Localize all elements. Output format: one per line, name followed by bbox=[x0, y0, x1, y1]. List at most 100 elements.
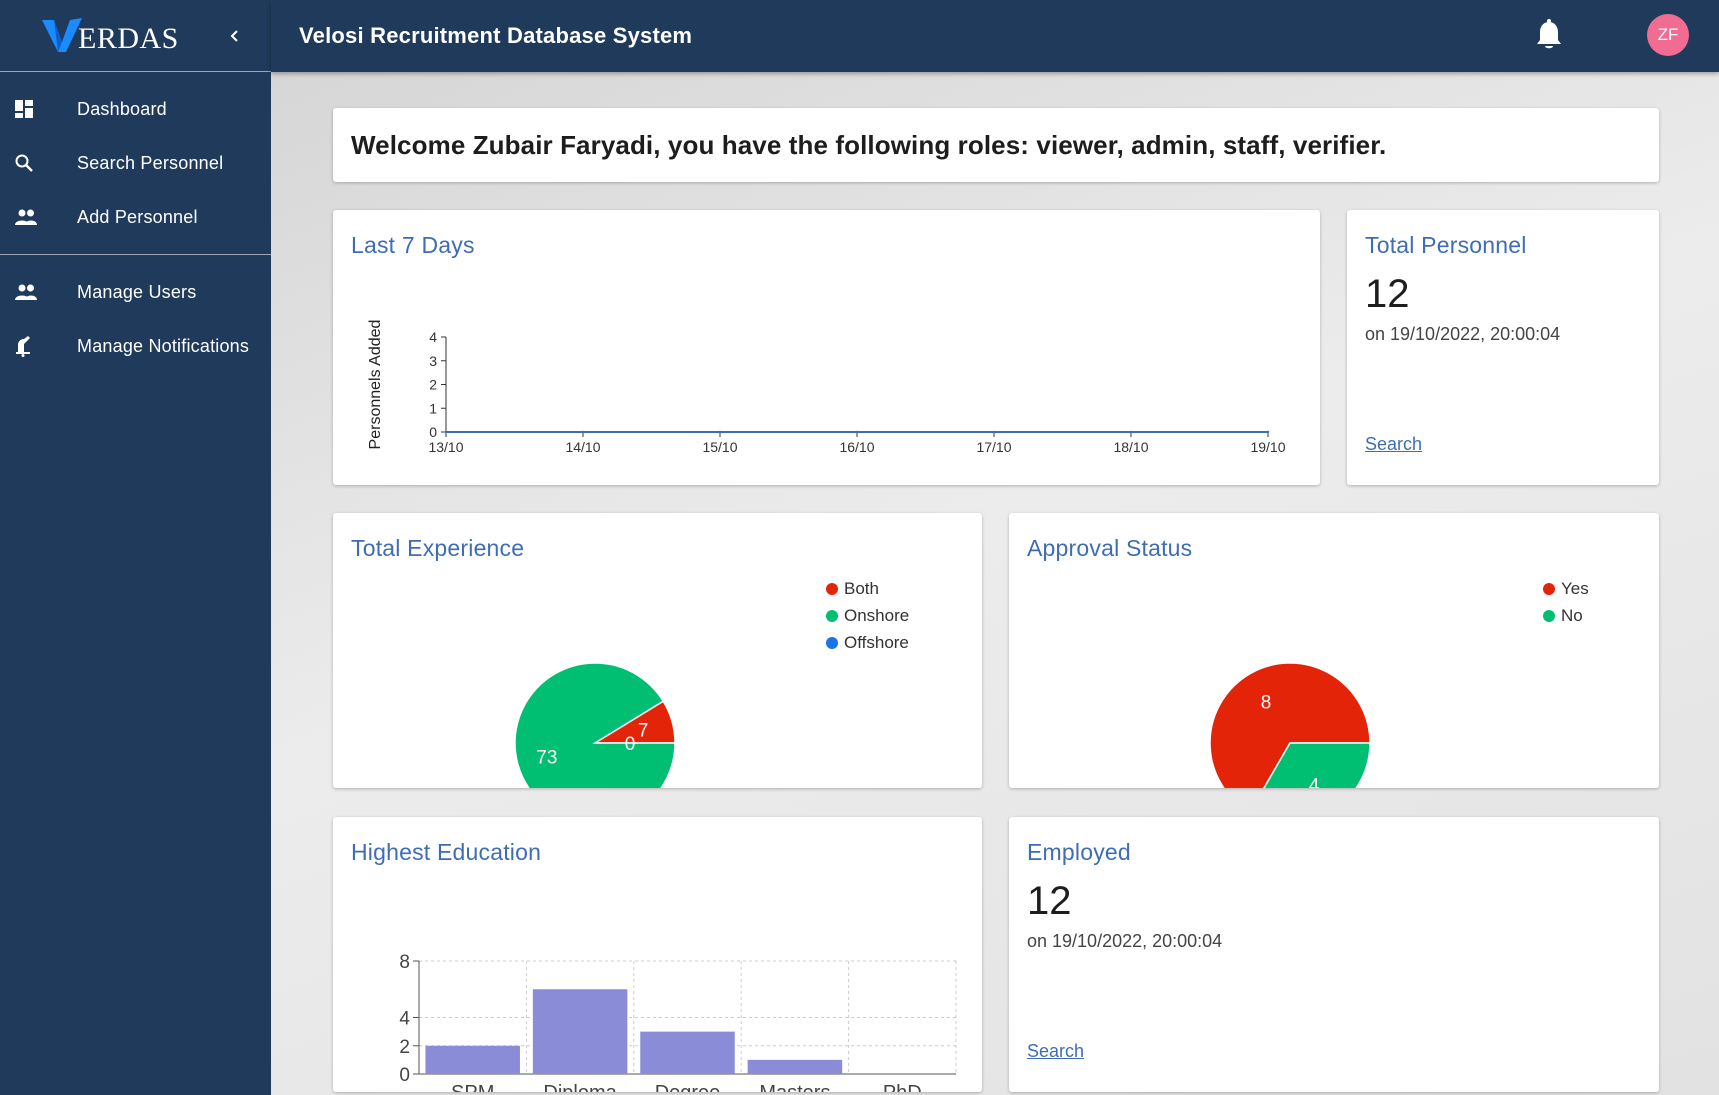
chevron-left-icon bbox=[230, 30, 238, 42]
x-tick-label: 14/10 bbox=[565, 439, 600, 455]
legend-item-onshore[interactable]: Onshore bbox=[826, 602, 909, 629]
sidebar-item-add-personnel[interactable]: Add Personnel bbox=[0, 190, 271, 244]
pie-value-label: 73 bbox=[536, 748, 557, 769]
user-avatar[interactable]: ZF bbox=[1647, 14, 1689, 56]
legend-dot bbox=[1543, 582, 1555, 595]
legend-dot bbox=[826, 609, 838, 622]
y-tick-label: 0 bbox=[399, 1065, 410, 1086]
card-title: Employed bbox=[1027, 839, 1131, 865]
x-tick-label: PhD bbox=[883, 1082, 922, 1092]
pie-value-label: 7 bbox=[638, 720, 649, 741]
card-title: Highest Education bbox=[351, 839, 542, 865]
pie-value-label: 8 bbox=[1261, 692, 1272, 713]
sidebar-item-label: Dashboard bbox=[77, 98, 167, 119]
total-personnel-card: Total Personnel 12 on 19/10/2022, 20:00:… bbox=[1347, 210, 1659, 485]
x-tick-label: 15/10 bbox=[702, 439, 737, 455]
highest-education-chart: 0248SPMDiplomaDegreeMastersPhDCount bbox=[399, 952, 957, 1092]
last-7-days-chart: 0 1 2 3 4 13/10 14/10 15/10 16/10 17/10 18/10 19/10… bbox=[367, 320, 1286, 455]
y-axis-label: Personnels Added bbox=[367, 320, 384, 450]
notification-edit-icon bbox=[16, 336, 30, 357]
data-point bbox=[992, 430, 996, 434]
main-content: Welcome Zubair Faryadi, you have the fol… bbox=[271, 72, 1719, 1095]
last-7-days-card: Last 7 Days 0 1 2 3 4 13/10 14/10 15/10 16/10 17/… bbox=[333, 210, 1320, 485]
pie-value-label: 4 bbox=[1309, 776, 1320, 788]
sidebar-item-search-personnel[interactable]: Search Personnel bbox=[0, 136, 271, 190]
people-icon bbox=[15, 209, 37, 225]
bar-spm bbox=[425, 1045, 520, 1074]
data-point bbox=[444, 430, 448, 434]
nav-group-admin: Manage Users Manage Notifications bbox=[0, 255, 271, 383]
x-tick-label: Degree bbox=[655, 1082, 721, 1092]
search-icon bbox=[15, 154, 33, 172]
card-title: Total Personnel bbox=[1365, 232, 1527, 258]
approval-status-pie: 84 bbox=[1209, 662, 1371, 788]
x-tick-label: Masters bbox=[759, 1082, 830, 1092]
bar-diploma bbox=[532, 989, 628, 1074]
total-personnel-search-link[interactable]: Search bbox=[1365, 434, 1423, 454]
sidebar-item-manage-users[interactable]: Manage Users bbox=[0, 265, 271, 319]
brand-logo[interactable]: ERDAS bbox=[0, 0, 271, 72]
card-title: Approval Status bbox=[1027, 535, 1193, 561]
x-tick-label: 13/10 bbox=[428, 439, 463, 455]
notifications-button[interactable] bbox=[1531, 17, 1567, 53]
data-point bbox=[581, 430, 585, 434]
bar-masters bbox=[747, 1059, 843, 1074]
legend-label: Offshore bbox=[844, 632, 909, 652]
verdas-logo-icon bbox=[42, 17, 82, 52]
collapse-sidebar-button[interactable] bbox=[221, 22, 249, 50]
x-tick-label: 16/10 bbox=[839, 439, 874, 455]
approval-status-legend: Yes No bbox=[1543, 575, 1589, 629]
top-bar: Velosi Recruitment Database System ZF bbox=[271, 0, 1719, 72]
total-experience-card: Total Experience 7 73 0 Both Onshore Offsh… bbox=[333, 513, 982, 788]
bar-degree bbox=[640, 1031, 735, 1074]
total-personnel-value: 12 bbox=[1365, 272, 1410, 316]
employed-card: Employed 12 on 19/10/2022, 20:00:04 Sear… bbox=[1009, 817, 1659, 1092]
card-title: Total Experience bbox=[351, 535, 525, 561]
y-tick-label: 4 bbox=[429, 329, 437, 345]
brand-name: ERDAS bbox=[78, 21, 179, 55]
legend-label: Onshore bbox=[844, 605, 910, 625]
y-tick-label: 0 bbox=[429, 424, 437, 440]
pie-slice-no bbox=[1263, 742, 1371, 788]
total-experience-legend: Both Onshore Offshore bbox=[826, 575, 909, 656]
people-icon bbox=[15, 284, 37, 300]
y-tick-label: 4 bbox=[399, 1009, 410, 1030]
legend-item-yes[interactable]: Yes bbox=[1543, 575, 1589, 602]
highest-education-card: Highest Education 0 2 4 8 SPM Diploma Degree Ma… bbox=[333, 817, 982, 1092]
employed-search-link[interactable]: Search bbox=[1027, 1041, 1085, 1061]
legend-label: Both bbox=[844, 578, 879, 598]
nav-group-main: Dashboard Search Personnel Add Personnel bbox=[0, 72, 271, 255]
legend-dot bbox=[826, 636, 838, 649]
legend-item-offshore[interactable]: Offshore bbox=[826, 629, 909, 656]
welcome-message: Welcome Zubair Faryadi, you have the fol… bbox=[351, 129, 1387, 160]
legend-dot bbox=[1543, 609, 1555, 622]
sidebar: ERDAS Dashboard Search Personnel Add Per… bbox=[0, 0, 271, 1095]
x-tick-label: Diploma bbox=[543, 1082, 617, 1092]
legend-item-no[interactable]: No bbox=[1543, 602, 1589, 629]
data-point bbox=[1266, 430, 1270, 434]
legend-item-both[interactable]: Both bbox=[826, 575, 909, 602]
legend-label: Yes bbox=[1561, 578, 1589, 598]
sidebar-item-label: Add Personnel bbox=[77, 206, 198, 227]
y-tick-label: 8 bbox=[399, 952, 410, 973]
total-experience-pie: 7 73 0 bbox=[514, 662, 676, 788]
data-point bbox=[718, 430, 722, 434]
total-personnel-date: on 19/10/2022, 20:00:04 bbox=[1365, 324, 1561, 344]
bell-icon bbox=[1537, 19, 1561, 49]
x-tick-label: SPM bbox=[451, 1082, 494, 1092]
pie-slice-yes bbox=[1209, 662, 1371, 788]
y-tick-label: 3 bbox=[429, 353, 437, 369]
data-point bbox=[1129, 430, 1133, 434]
sidebar-item-manage-notifications[interactable]: Manage Notifications bbox=[0, 319, 271, 373]
y-tick-label: 2 bbox=[429, 377, 437, 393]
employed-value: 12 bbox=[1027, 879, 1072, 923]
pie-value-label: 0 bbox=[625, 734, 636, 755]
legend-dot bbox=[826, 582, 838, 595]
welcome-card: Welcome Zubair Faryadi, you have the fol… bbox=[333, 108, 1659, 182]
x-tick-label: 17/10 bbox=[976, 439, 1011, 455]
data-point bbox=[855, 430, 859, 434]
sidebar-item-dashboard[interactable]: Dashboard bbox=[0, 82, 271, 136]
sidebar-item-label: Manage Users bbox=[77, 281, 197, 302]
y-tick-label: 2 bbox=[399, 1037, 410, 1058]
